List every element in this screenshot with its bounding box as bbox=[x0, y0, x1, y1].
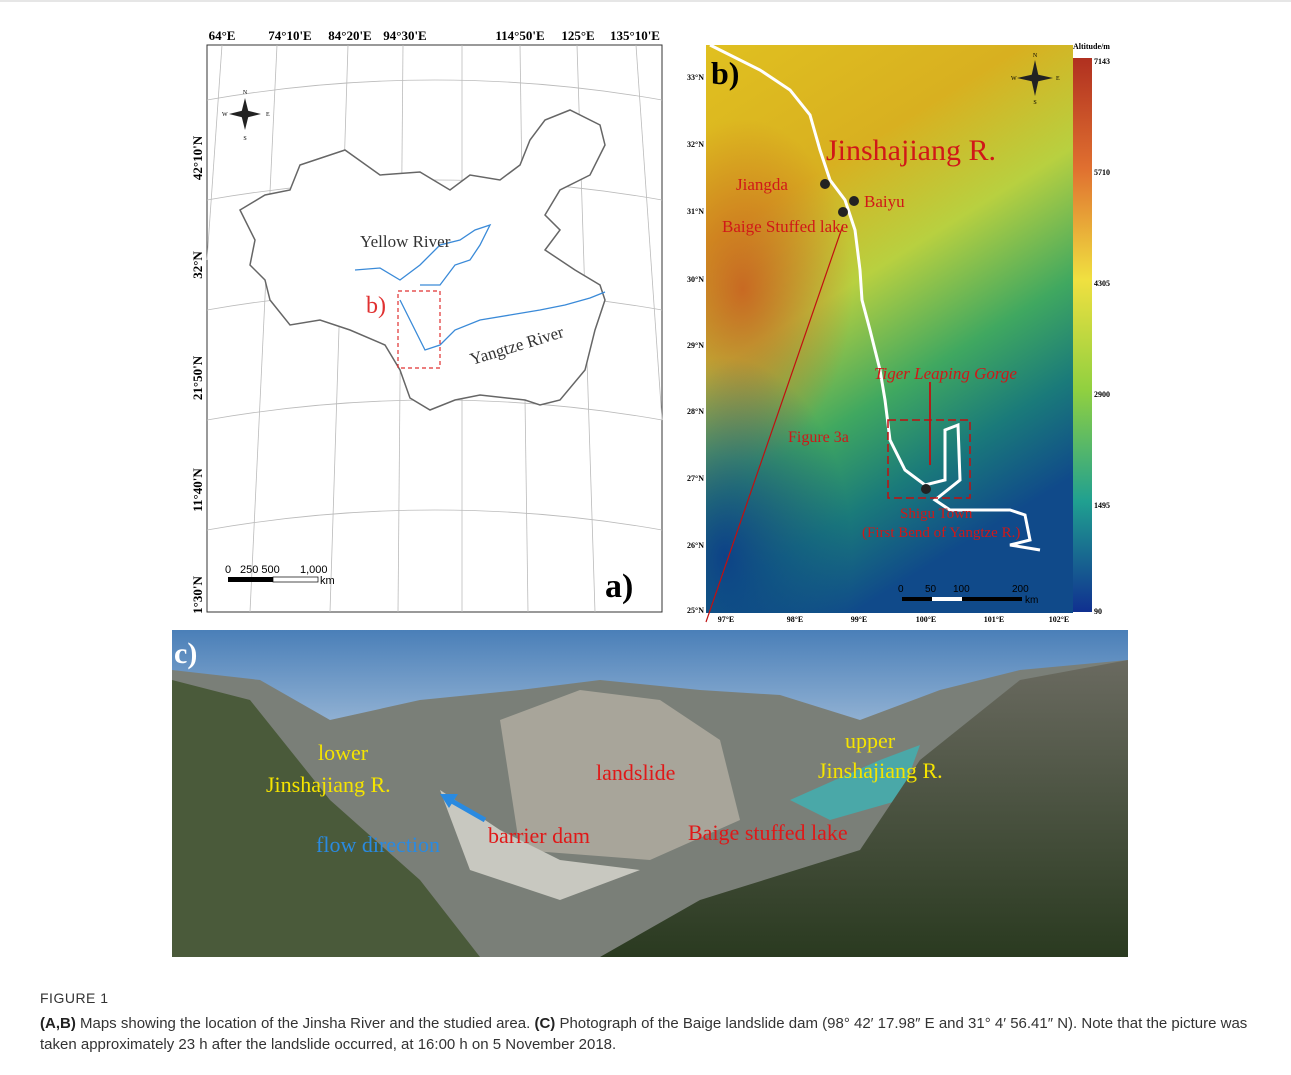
legend-value: 1495 bbox=[1094, 501, 1110, 510]
caption-bold: (A,B) bbox=[40, 1015, 76, 1032]
scale-unit: km bbox=[1025, 595, 1038, 606]
lat-label: 31°N bbox=[687, 207, 704, 216]
lat-label: 28°N bbox=[687, 407, 704, 416]
lon-label: 64°E bbox=[209, 28, 236, 43]
site-dot bbox=[820, 179, 830, 189]
scale-label: 200 bbox=[1012, 584, 1029, 595]
site-dot bbox=[849, 196, 859, 206]
lat-label: 25°N bbox=[687, 606, 704, 615]
lon-label: 102°E bbox=[1049, 615, 1070, 624]
caption-label: FIGURE 1 bbox=[40, 988, 1250, 1009]
lon-label: 74°10'E bbox=[268, 28, 311, 43]
place-label: Baiyu bbox=[864, 192, 905, 211]
lon-label: 114°50'E bbox=[495, 28, 544, 43]
legend-value: 7143 bbox=[1094, 57, 1110, 66]
scale-label: 250 500 bbox=[240, 564, 280, 576]
river-label: Yellow River bbox=[360, 232, 451, 251]
lon-label: 97°E bbox=[718, 615, 735, 624]
compass-label: W bbox=[1011, 76, 1017, 82]
page: N E S W 64°E 74°10'E 84°20'E 94°30'E 114… bbox=[0, 0, 1291, 1075]
compass-label: S bbox=[243, 136, 246, 142]
scale-label: 50 bbox=[925, 584, 937, 595]
compass-label: N bbox=[243, 90, 248, 96]
scale-bar bbox=[273, 577, 318, 582]
lat-label: 1°30'N bbox=[190, 576, 205, 614]
scale-unit: km bbox=[320, 575, 335, 587]
site-dot bbox=[921, 484, 931, 494]
lat-label: 11°40'N bbox=[190, 468, 205, 512]
place-label: Figure 3a bbox=[788, 429, 849, 446]
compass-label: E bbox=[1056, 76, 1060, 82]
lat-label: 27°N bbox=[687, 474, 704, 483]
compass-label: N bbox=[1033, 53, 1038, 59]
lon-label: 135°10'E bbox=[610, 28, 660, 43]
photo-label: Jinshajiang R. bbox=[266, 772, 391, 797]
legend-value: 5710 bbox=[1094, 168, 1110, 177]
lat-label: 30°N bbox=[687, 275, 704, 284]
photo-label: lower bbox=[318, 740, 369, 765]
photo-label: Jinshajiang R. bbox=[818, 758, 943, 783]
lat-label: 26°N bbox=[687, 541, 704, 550]
caption-segment: Maps showing the location of the Jinsha … bbox=[80, 1015, 530, 1032]
lon-label: 99°E bbox=[851, 615, 868, 624]
lon-label: 98°E bbox=[787, 615, 804, 624]
lon-label: 100°E bbox=[916, 615, 937, 624]
lon-label: 125°E bbox=[561, 28, 594, 43]
lon-label: 94°30'E bbox=[383, 28, 426, 43]
lat-label: 32°N bbox=[687, 140, 704, 149]
lon-label: 101°E bbox=[984, 615, 1005, 624]
caption: FIGURE 1 (A,B) Maps showing the location… bbox=[40, 988, 1250, 1055]
photo-label: flow direction bbox=[316, 832, 440, 857]
place-label: (First Bend of Yangtze R.) bbox=[862, 525, 1020, 541]
legend-value: 2900 bbox=[1094, 390, 1110, 399]
panel-label: b) bbox=[711, 55, 739, 91]
compass-label: E bbox=[266, 112, 270, 118]
lat-label: 29°N bbox=[687, 341, 704, 350]
panel-label: a) bbox=[605, 568, 633, 605]
inset-label: b) bbox=[366, 293, 386, 319]
lat-label: 42°10'N bbox=[190, 135, 205, 180]
caption-bold: (C) bbox=[534, 1015, 555, 1032]
lat-label: 21°50'N bbox=[190, 355, 205, 400]
panel-label: c) bbox=[174, 637, 197, 670]
figure: N E S W 64°E 74°10'E 84°20'E 94°30'E 114… bbox=[0, 0, 1291, 1075]
compass-label: S bbox=[1033, 100, 1036, 106]
caption-text: (A,B) Maps showing the location of the J… bbox=[40, 1013, 1250, 1055]
place-label: Jiangda bbox=[736, 175, 788, 194]
photo-label: landslide bbox=[596, 760, 675, 785]
colorbar bbox=[1073, 58, 1092, 612]
lat-label: 32°N bbox=[190, 251, 205, 279]
legend-title: Altitude/m bbox=[1073, 42, 1110, 51]
scale-label: 100 bbox=[953, 584, 970, 595]
lat-label: 33°N bbox=[687, 73, 704, 82]
river-label: Jinshajiang R. bbox=[826, 134, 996, 167]
photo-label: upper bbox=[845, 728, 896, 753]
place-label: Baige Stuffed lake bbox=[722, 217, 848, 236]
photo-label: Baige stuffed lake bbox=[688, 820, 848, 845]
photo-label: barrier dam bbox=[488, 823, 590, 848]
scale-label: 0 bbox=[898, 584, 904, 595]
place-label: Shigu Town bbox=[900, 506, 973, 522]
site-dot bbox=[838, 207, 848, 217]
lon-label: 84°20'E bbox=[328, 28, 371, 43]
compass-label: W bbox=[222, 112, 228, 118]
scale-bar bbox=[932, 597, 962, 601]
scale-label: 0 bbox=[225, 564, 231, 576]
legend-value: 90 bbox=[1094, 607, 1102, 616]
legend-value: 4305 bbox=[1094, 279, 1110, 288]
place-label: Tiger Leaping Gorge bbox=[874, 364, 1017, 383]
